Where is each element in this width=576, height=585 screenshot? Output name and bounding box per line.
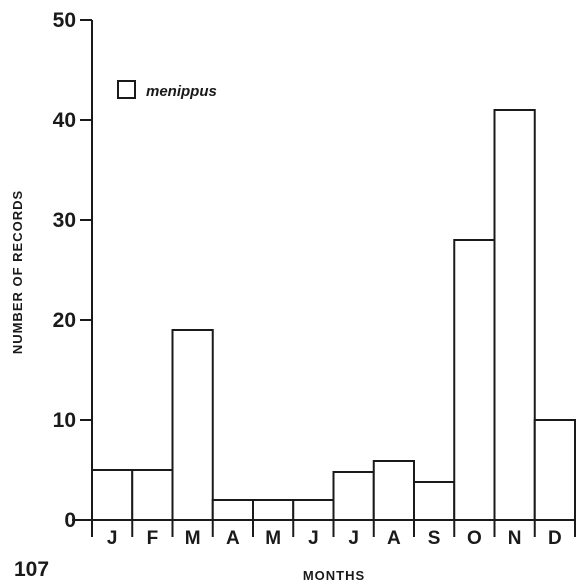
x-tick-label-11: N (508, 528, 522, 549)
bar-6 (292, 499, 335, 521)
x-tick-label-9: S (428, 528, 441, 549)
x-tick-label-12: D (548, 528, 562, 549)
y-tick-label-50: 50 (53, 9, 76, 32)
x-tick-label-4: A (226, 528, 240, 549)
page-number: 107 (14, 558, 49, 581)
x-tick-label-2: F (147, 528, 159, 549)
bar-5 (252, 499, 295, 521)
y-tick-label-10: 10 (53, 409, 76, 432)
bar-10 (453, 239, 496, 521)
x-tick-label-10: O (467, 528, 482, 549)
bars-layer (91, 109, 576, 521)
labels-layer: 0 10 20 30 40 50 J F M A M J J A S O N D (53, 9, 562, 549)
bar-7 (332, 471, 375, 521)
bar-11 (493, 109, 536, 521)
legend-label: menippus (146, 83, 217, 100)
x-tick-label-1: J (107, 528, 118, 549)
bar-8 (372, 460, 415, 521)
bar-4 (211, 499, 254, 521)
legend: menippus (117, 80, 217, 100)
bar-3 (171, 329, 214, 521)
bar-12 (533, 419, 576, 521)
x-tick-label-7: J (348, 528, 359, 549)
x-tick-label-5: M (265, 528, 281, 549)
x-tick-label-8: A (387, 528, 401, 549)
bar-1 (91, 469, 134, 521)
y-tick-label-20: 20 (53, 309, 76, 332)
x-tick-label-3: M (185, 528, 201, 549)
y-tick-label-30: 30 (53, 209, 76, 232)
x-tick-label-6: J (308, 528, 319, 549)
bar-2 (131, 469, 174, 521)
y-tick-label-40: 40 (53, 109, 76, 132)
y-axis-title: NUMBER OF RECORDS (10, 190, 25, 354)
bar-9 (413, 481, 456, 521)
y-tick-label-0: 0 (64, 509, 76, 532)
axis-layer (72, 19, 576, 537)
x-axis-title: MONTHS (303, 568, 365, 583)
legend-swatch (117, 80, 136, 99)
